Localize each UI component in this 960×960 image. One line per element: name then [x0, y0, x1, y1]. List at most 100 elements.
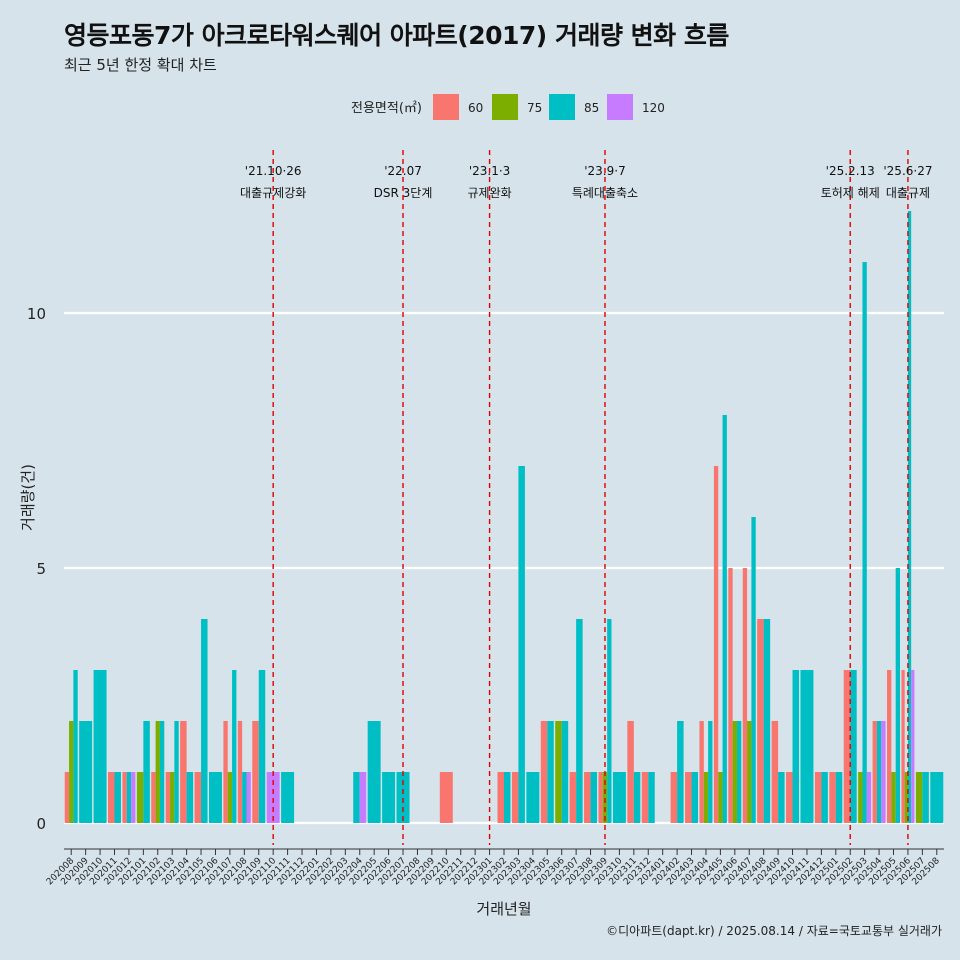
bar: [763, 619, 771, 823]
bar: [778, 772, 785, 823]
bar: [736, 721, 742, 823]
legend-swatch: [549, 94, 575, 120]
bar: [895, 568, 900, 823]
bar: [866, 772, 872, 823]
bar: [843, 670, 851, 823]
bar: [901, 670, 905, 823]
bar: [850, 670, 857, 823]
y-tick-label: 10: [27, 305, 46, 323]
event-label: 대출규제강화: [240, 186, 306, 200]
bar: [771, 721, 779, 823]
bar: [232, 670, 237, 823]
bar: [569, 772, 577, 823]
legend-swatch: [433, 94, 459, 120]
bar: [201, 619, 208, 823]
bar: [174, 721, 179, 823]
bar: [930, 772, 944, 823]
bar: [904, 772, 908, 823]
bar: [757, 619, 764, 823]
bar: [155, 721, 160, 823]
bar: [122, 772, 127, 823]
bar: [208, 772, 222, 823]
event-label: 특례대출축소: [572, 186, 638, 200]
bar: [907, 211, 912, 823]
bar: [242, 772, 247, 823]
bar: [497, 772, 504, 823]
bar: [367, 721, 381, 823]
bar: [747, 721, 752, 823]
bar: [252, 721, 259, 823]
bar: [159, 721, 165, 823]
bar: [607, 619, 612, 823]
bar: [258, 670, 266, 823]
x-axis: 2020082020092020102020112020122021012021…: [45, 848, 944, 918]
bar: [396, 772, 410, 823]
bar: [69, 721, 74, 823]
event-label: 대출규제: [886, 186, 930, 200]
bar: [881, 721, 886, 823]
bar: [180, 721, 187, 823]
legend-label: 60: [468, 101, 483, 115]
event-date: '23.9·7: [584, 164, 625, 178]
bar: [186, 772, 194, 823]
bar: [835, 772, 843, 823]
legend: 전용면적(㎡) 60 75 85 120: [351, 94, 665, 120]
bar: [126, 772, 132, 823]
bar: [677, 721, 684, 823]
bar: [511, 772, 519, 823]
bar: [576, 619, 583, 823]
bar: [718, 772, 723, 823]
bar: [73, 670, 78, 823]
bar: [751, 517, 756, 823]
bar: [555, 721, 562, 823]
bar: [703, 772, 709, 823]
bar: [540, 721, 548, 823]
bar: [108, 772, 115, 823]
bar: [266, 772, 280, 823]
bar: [151, 772, 156, 823]
y-axis: 0 5 10 거래량(건): [19, 305, 46, 833]
bar: [891, 772, 896, 823]
bar: [165, 772, 171, 823]
bar: [143, 721, 150, 823]
bar: [742, 568, 748, 823]
legend-label: 120: [642, 101, 665, 115]
y-axis-title: 거래량(건): [19, 464, 37, 531]
chart-subtitle: 최근 5년 한정 확대 차트: [64, 56, 217, 74]
event-date: '25.6·27: [883, 164, 932, 178]
bar: [131, 772, 136, 823]
bar: [64, 772, 70, 823]
event-date: '21.10·26: [245, 164, 302, 178]
bar: [800, 670, 814, 823]
bar: [814, 772, 822, 823]
x-axis-title: 거래년월: [476, 900, 531, 918]
chart-title: 영등포동7가 아크로타워스퀘어 아파트(2017) 거래량 변화 흐름: [64, 21, 729, 50]
bar: [887, 670, 892, 823]
event-date: '22.07: [384, 164, 422, 178]
bar: [670, 772, 678, 823]
bar: [598, 772, 603, 823]
bar: [685, 772, 692, 823]
bar: [792, 670, 800, 823]
bar: [922, 772, 929, 823]
annotations: '21.10·26 대출규제강화 '22.07 DSR 3단계 '23.1·3 규제완화 '…: [240, 150, 932, 845]
bar: [281, 772, 295, 823]
bar: [699, 721, 704, 823]
event-date: '23.1·3: [469, 164, 510, 178]
bar: [728, 568, 733, 823]
bar: [722, 415, 727, 823]
bar: [915, 772, 923, 823]
bar: [136, 772, 144, 823]
caption: ©디아파트(dapt.kr) / 2025.08.14 / 자료=국토교통부 실…: [606, 924, 942, 938]
legend-title: 전용면적(㎡): [351, 101, 422, 116]
bar: [246, 772, 251, 823]
bar: [641, 772, 649, 823]
bar: [602, 772, 608, 823]
y-tick-label: 0: [36, 815, 46, 833]
event-date: '25.2.13: [826, 164, 875, 178]
bar: [93, 670, 107, 823]
bar: [359, 772, 367, 823]
bar: [612, 772, 626, 823]
bar: [227, 772, 233, 823]
event-label: DSR 3단계: [374, 186, 433, 200]
